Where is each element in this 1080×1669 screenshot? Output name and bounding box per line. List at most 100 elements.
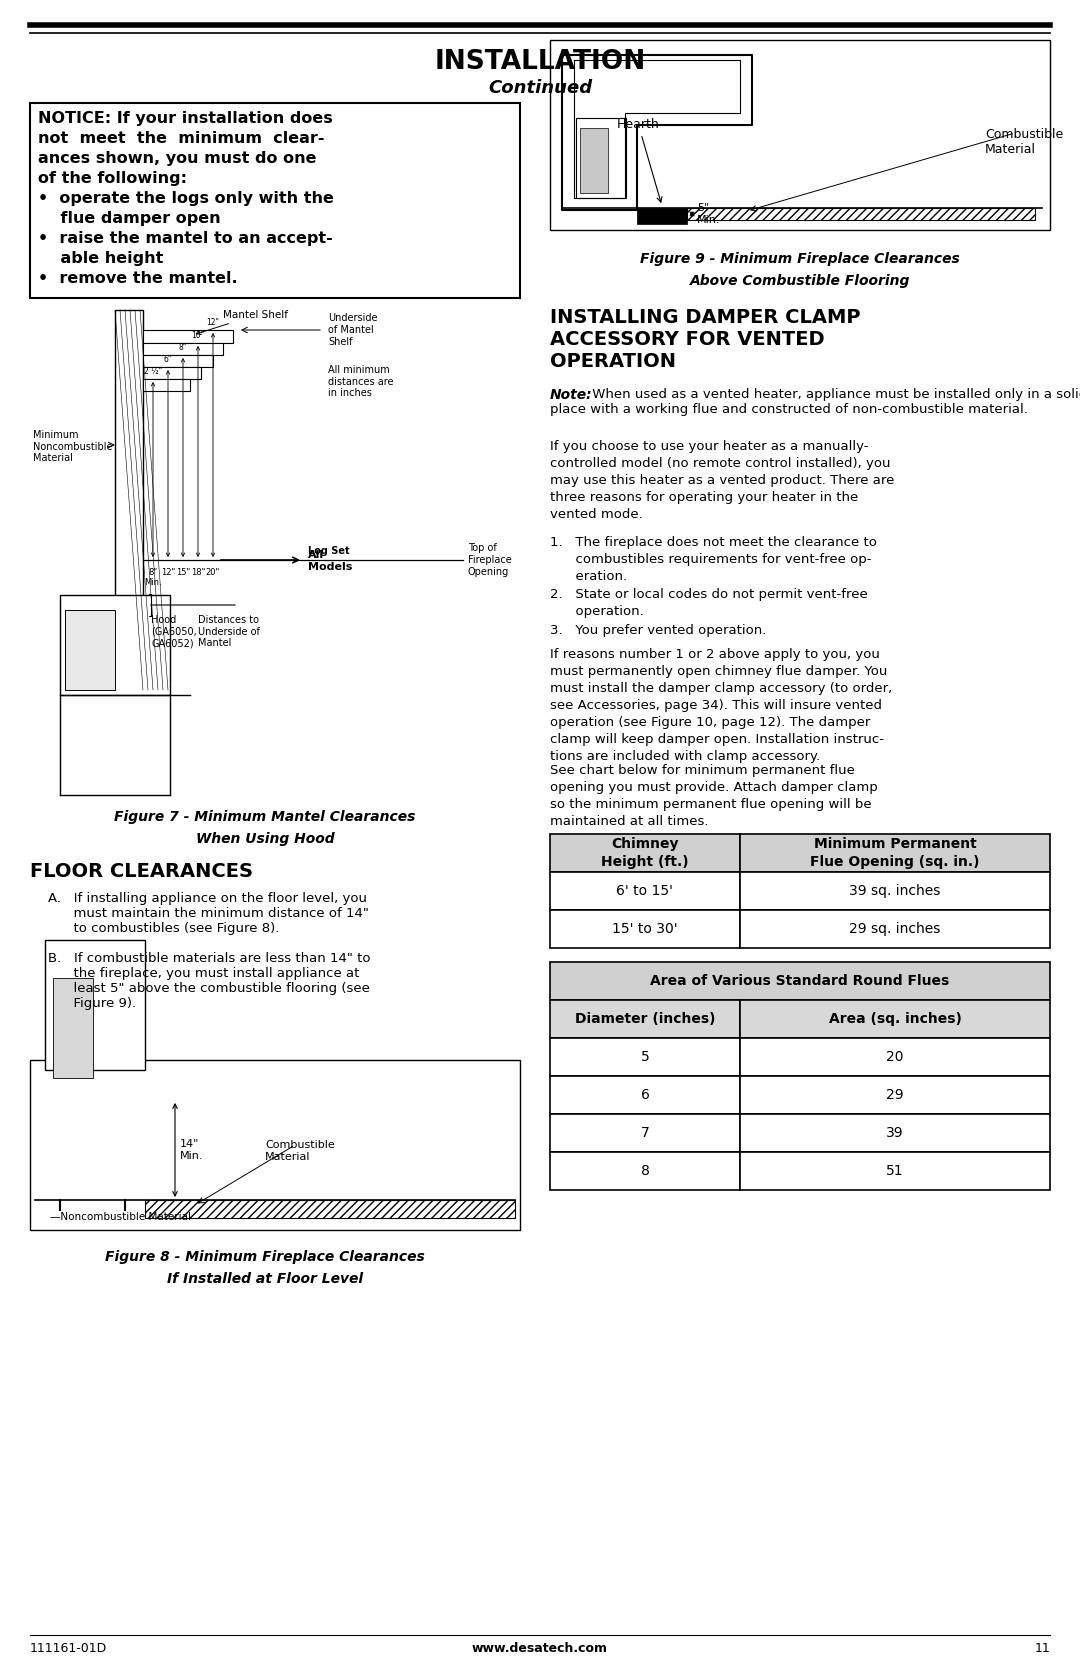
Bar (550, 834, 740, 871)
Text: 5"
Min.: 5" Min. (697, 204, 720, 225)
Text: Figure 7 - Minimum Mantel Clearances: Figure 7 - Minimum Mantel Clearances (114, 809, 416, 824)
Text: 51: 51 (887, 1163, 904, 1178)
Bar (740, 871, 1050, 910)
Text: All minimum
distances are
in inches: All minimum distances are in inches (328, 366, 393, 399)
Text: Combustible
Material: Combustible Material (265, 1140, 335, 1162)
Bar (143, 367, 201, 379)
Text: INSTALLATION: INSTALLATION (434, 48, 646, 75)
Bar (143, 344, 222, 355)
Bar (60, 596, 170, 694)
Text: Above Combustible Flooring: Above Combustible Flooring (690, 274, 910, 289)
Text: 18": 18" (191, 567, 205, 577)
Text: Hood
(GA6050,
GA6052): Hood (GA6050, GA6052) (151, 614, 197, 648)
Bar (65, 609, 114, 689)
Text: Figure 8 - Minimum Fireplace Clearances: Figure 8 - Minimum Fireplace Clearances (105, 1250, 424, 1263)
Text: 3.   You prefer vented operation.: 3. You prefer vented operation. (550, 624, 767, 638)
Text: 11: 11 (1035, 1642, 1050, 1654)
Bar (550, 40, 1050, 230)
Text: B.   If combustible materials are less than 14" to
      the fireplace, you must: B. If combustible materials are less tha… (48, 951, 370, 1010)
Bar (30, 103, 519, 299)
Text: 15": 15" (176, 567, 190, 577)
Text: 29 sq. inches: 29 sq. inches (849, 921, 941, 936)
Bar (687, 209, 1035, 220)
Bar (580, 129, 608, 194)
Text: Top of
Fireplace
Opening: Top of Fireplace Opening (468, 544, 512, 576)
Text: Distances to
Underside of
Mantel: Distances to Underside of Mantel (198, 614, 260, 648)
Text: 39 sq. inches: 39 sq. inches (849, 885, 941, 898)
Text: www.desatech.com: www.desatech.com (472, 1642, 608, 1654)
Text: Combustible
Material: Combustible Material (985, 129, 1063, 155)
Bar (550, 1113, 740, 1152)
Text: A.   If installing appliance on the floor level, you
      must maintain the min: A. If installing appliance on the floor … (48, 891, 369, 935)
Text: Mantel Shelf: Mantel Shelf (197, 310, 288, 334)
Text: 15' to 30': 15' to 30' (612, 921, 678, 936)
Text: See chart below for minimum permanent flue
opening you must provide. Attach damp: See chart below for minimum permanent fl… (550, 764, 878, 828)
Text: 6' to 15': 6' to 15' (617, 885, 674, 898)
Text: OPERATION: OPERATION (550, 352, 676, 371)
Text: Minimum
Noncombustible
Material: Minimum Noncombustible Material (33, 431, 112, 464)
Bar (114, 310, 143, 689)
Text: 8: 8 (640, 1163, 649, 1178)
Text: INSTALLING DAMPER CLAMP: INSTALLING DAMPER CLAMP (550, 309, 861, 327)
Text: Minimum Permanent
Flue Opening (sq. in.): Minimum Permanent Flue Opening (sq. in.) (810, 838, 980, 868)
Bar (740, 1113, 1050, 1152)
Text: 2.   State or local codes do not permit vent-free
      operation.: 2. State or local codes do not permit ve… (550, 587, 867, 618)
Text: 8": 8" (179, 344, 187, 352)
Bar (30, 1060, 519, 1230)
Text: Figure 9 - Minimum Fireplace Clearances: Figure 9 - Minimum Fireplace Clearances (640, 252, 960, 265)
Bar (550, 871, 740, 910)
Text: When Using Hood: When Using Hood (195, 833, 335, 846)
Bar (53, 978, 93, 1078)
Bar (740, 1077, 1050, 1113)
Text: 14"
Min.: 14" Min. (180, 1140, 203, 1162)
Bar (740, 1152, 1050, 1190)
Bar (576, 118, 626, 199)
Text: 20": 20" (206, 567, 220, 577)
Text: place with a working flue and constructed of non-combustible material.: place with a working flue and constructe… (550, 402, 1028, 416)
Bar (550, 1152, 740, 1190)
Text: 6: 6 (640, 1088, 649, 1102)
Text: 7: 7 (640, 1127, 649, 1140)
Text: FLOOR CLEARANCES: FLOOR CLEARANCES (30, 861, 253, 881)
Text: Underside
of Mantel
Shelf: Underside of Mantel Shelf (328, 314, 378, 347)
Bar (637, 209, 687, 224)
Text: Note:: Note: (550, 387, 593, 402)
Text: Chimney
Height (ft.): Chimney Height (ft.) (602, 838, 689, 868)
Text: NOTICE: If your installation does
not  meet  the  minimum  clear-
ances shown, y: NOTICE: If your installation does not me… (38, 112, 334, 287)
Bar (145, 1200, 515, 1218)
Text: 5: 5 (640, 1050, 649, 1065)
Text: 39: 39 (887, 1127, 904, 1140)
Text: Area (sq. inches): Area (sq. inches) (828, 1011, 961, 1026)
Text: 2 ½": 2 ½" (144, 367, 162, 376)
Text: 29: 29 (887, 1088, 904, 1102)
Text: If you choose to use your heater as a manually-
controlled model (no remote cont: If you choose to use your heater as a ma… (550, 441, 894, 521)
Text: Continued: Continued (488, 78, 592, 97)
Bar (550, 1038, 740, 1077)
Text: Log Set: Log Set (308, 546, 350, 556)
Bar (740, 1000, 1050, 1038)
Text: Hearth: Hearth (617, 118, 662, 202)
Bar (45, 940, 145, 1070)
Text: If reasons number 1 or 2 above apply to you, you
must permanently open chimney f: If reasons number 1 or 2 above apply to … (550, 648, 892, 763)
Bar (143, 355, 213, 367)
Text: Area of Various Standard Round Flues: Area of Various Standard Round Flues (650, 975, 949, 988)
Text: When used as a vented heater, appliance must be installed only in a solid-fuel b: When used as a vented heater, appliance … (588, 387, 1080, 401)
Text: If Installed at Floor Level: If Installed at Floor Level (167, 1272, 363, 1287)
Bar (550, 961, 1050, 1000)
Bar (740, 910, 1050, 948)
Bar (143, 330, 233, 344)
Text: 12": 12" (161, 567, 175, 577)
Bar (740, 834, 1050, 871)
Text: 20: 20 (887, 1050, 904, 1065)
Text: ACCESSORY FOR VENTED: ACCESSORY FOR VENTED (550, 330, 825, 349)
Text: All
Models: All Models (308, 551, 352, 572)
Bar (740, 1038, 1050, 1077)
Text: 8"
Min.: 8" Min. (145, 567, 162, 587)
Bar (550, 1077, 740, 1113)
Text: 111161-01D: 111161-01D (30, 1642, 107, 1654)
Text: 1.   The fireplace does not meet the clearance to
      combustibles requirement: 1. The fireplace does not meet the clear… (550, 536, 877, 582)
Bar (550, 910, 740, 948)
Text: Diameter (inches): Diameter (inches) (575, 1011, 715, 1026)
Text: —Noncombustible Material: —Noncombustible Material (50, 1212, 191, 1222)
Bar (143, 379, 190, 391)
